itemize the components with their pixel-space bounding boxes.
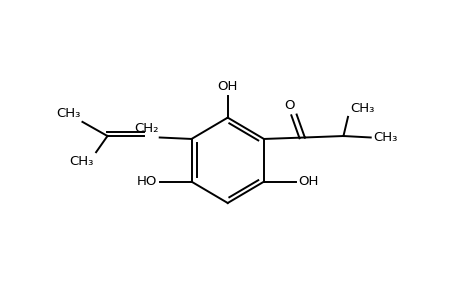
Text: OH: OH [217,80,237,93]
Text: CH₃: CH₃ [349,101,374,115]
Text: CH₃: CH₃ [56,106,80,119]
Text: HO: HO [137,175,157,188]
Text: CH₂: CH₂ [134,122,158,135]
Text: O: O [284,99,294,112]
Text: CH₃: CH₃ [372,131,397,144]
Text: OH: OH [297,175,318,188]
Text: CH₃: CH₃ [69,154,94,168]
